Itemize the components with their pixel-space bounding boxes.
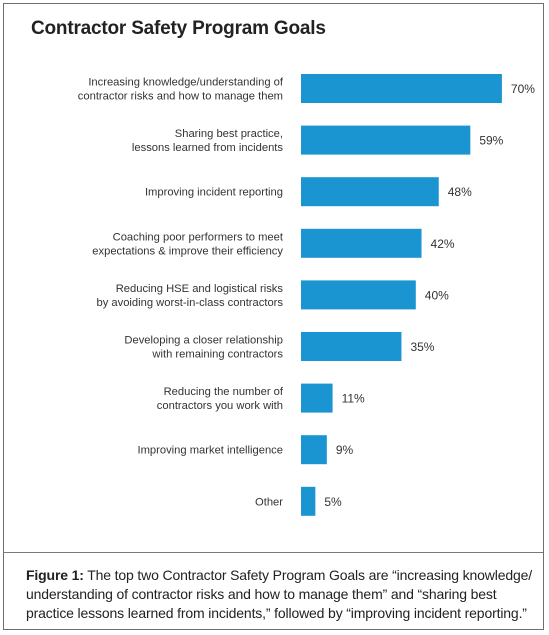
value-label-3: 48% bbox=[448, 185, 472, 199]
category-label-5: Reducing HSE and logistical risks by avoi… bbox=[96, 283, 283, 309]
figure-frame: Contractor Safety Program Goals 70% Incre… bbox=[3, 3, 544, 630]
bar-3 bbox=[301, 177, 439, 207]
value-label-8: 9% bbox=[336, 443, 354, 457]
bar-2 bbox=[301, 125, 471, 155]
category-label-4: Coaching poor performers to meet expectat… bbox=[92, 231, 284, 257]
value-label-1: 70% bbox=[511, 82, 535, 96]
caption-text: The top two Contractor Safety Program Go… bbox=[26, 567, 532, 621]
category-label-2: Sharing best practice, lessons learned fr… bbox=[132, 128, 284, 154]
bar-9 bbox=[301, 486, 316, 516]
value-label-4: 42% bbox=[431, 237, 455, 251]
bar-5 bbox=[301, 280, 416, 310]
bar-1 bbox=[301, 74, 502, 103]
category-label-3: Improving incident reporting bbox=[145, 187, 283, 199]
figure-caption: Figure 1: The top two Contractor Safety … bbox=[26, 566, 538, 623]
value-label-5: 40% bbox=[425, 288, 449, 302]
bar-6 bbox=[301, 332, 402, 361]
value-label-9: 5% bbox=[324, 495, 342, 509]
bar-8 bbox=[301, 435, 327, 465]
category-label-6: Developing a closer relationship with rem… bbox=[124, 335, 283, 361]
category-label-1: Increasing knowledge/understanding of con… bbox=[78, 77, 284, 103]
value-label-2: 59% bbox=[479, 134, 503, 148]
bar-7 bbox=[301, 383, 333, 413]
value-label-7: 11% bbox=[342, 392, 365, 406]
value-label-6: 35% bbox=[410, 340, 434, 354]
category-label-9: Other bbox=[255, 496, 283, 508]
caption-lead: Figure 1: bbox=[26, 567, 84, 583]
category-label-7: Reducing the number of contractors you wo… bbox=[157, 386, 284, 412]
bar-4 bbox=[301, 228, 422, 258]
chart-title: Contractor Safety Program Goals bbox=[31, 18, 326, 39]
bar-chart: 70% Increasing knowledge/understanding of… bbox=[78, 74, 535, 516]
category-label-8: Improving market intelligence bbox=[137, 445, 283, 457]
caption-divider bbox=[4, 552, 543, 553]
